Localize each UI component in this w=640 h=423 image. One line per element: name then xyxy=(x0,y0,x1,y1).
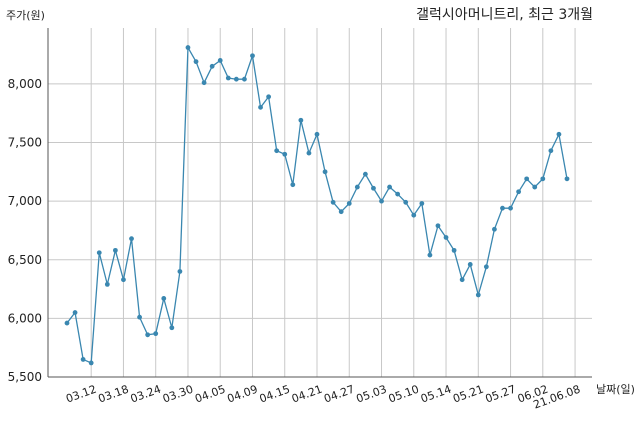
data-point xyxy=(467,262,473,267)
data-point xyxy=(548,148,554,154)
x-tick-label: 03.30 xyxy=(161,383,195,406)
data-point xyxy=(153,331,159,337)
y-tick-label: 6,500 xyxy=(8,253,42,267)
data-point xyxy=(540,176,546,182)
data-point xyxy=(500,205,505,211)
data-point xyxy=(483,264,489,270)
data-point xyxy=(435,223,441,229)
x-tick-label: 05.27 xyxy=(484,383,518,406)
data-point xyxy=(322,169,328,175)
y-tick-label: 6,000 xyxy=(8,311,42,325)
data-point xyxy=(419,201,425,206)
data-point xyxy=(362,171,368,177)
tick-labels: 5,500 6,000 6,500 7,000 7,500 8,000 03.1203.18… xyxy=(8,77,582,412)
data-point xyxy=(282,151,288,157)
data-point xyxy=(556,131,562,137)
data-point xyxy=(524,176,530,182)
data-point xyxy=(161,296,167,301)
data-point xyxy=(427,252,433,258)
y-axis-label: 주가(원) xyxy=(6,9,45,22)
x-tick-label: 05.03 xyxy=(354,383,388,406)
x-axis-label: 날짜(일) xyxy=(596,382,635,396)
data-point xyxy=(475,292,481,298)
data-point xyxy=(72,310,78,315)
chart-title: 갤럭시아머니트리, 최근 3개월 xyxy=(416,7,593,23)
x-tick-label: 04.09 xyxy=(225,383,259,406)
axes xyxy=(47,28,592,378)
data-point xyxy=(104,281,110,287)
x-tick-label: 03.12 xyxy=(64,383,98,406)
x-tick-label: 03.24 xyxy=(129,383,163,406)
x-tick-label: 03.18 xyxy=(96,383,130,406)
data-point xyxy=(387,184,392,190)
data-point xyxy=(250,53,255,59)
x-tick-label: 04.21 xyxy=(290,383,324,406)
data-point xyxy=(274,148,280,154)
data-point xyxy=(379,198,384,204)
data-point xyxy=(403,199,409,205)
data-point xyxy=(298,117,304,123)
x-tick-label: 04.15 xyxy=(258,383,292,406)
data-point xyxy=(443,235,449,240)
series-layer xyxy=(64,45,570,366)
data-point xyxy=(508,205,513,211)
data-point xyxy=(451,247,457,253)
data-point xyxy=(129,236,134,242)
x-tick-label: 04.27 xyxy=(322,383,356,406)
data-point xyxy=(193,59,199,65)
data-point xyxy=(411,212,417,218)
data-point xyxy=(492,226,497,232)
y-tick-label: 7,500 xyxy=(8,136,42,150)
data-point xyxy=(242,76,247,82)
y-tick-label: 5,500 xyxy=(8,370,42,384)
data-point xyxy=(225,75,231,81)
data-point xyxy=(306,150,312,156)
data-point xyxy=(395,191,401,197)
data-point xyxy=(88,360,94,366)
data-point xyxy=(354,184,360,190)
data-point xyxy=(145,332,151,338)
data-point xyxy=(290,182,296,188)
data-point xyxy=(64,320,70,326)
data-point xyxy=(80,357,86,362)
y-tick-label: 8,000 xyxy=(8,77,42,91)
data-point xyxy=(516,189,522,195)
data-point xyxy=(169,325,175,331)
data-point xyxy=(266,94,272,100)
x-tick-label: 04.05 xyxy=(193,383,227,406)
data-point xyxy=(137,314,142,320)
x-tick-label: 05.14 xyxy=(419,383,453,406)
data-point xyxy=(112,247,118,253)
data-point xyxy=(96,250,102,256)
data-point xyxy=(201,80,207,86)
x-tick-label: 05.21 xyxy=(451,383,485,406)
data-point xyxy=(564,176,570,182)
grid xyxy=(48,28,592,378)
y-tick-label: 7,000 xyxy=(8,194,42,208)
data-point xyxy=(346,201,352,206)
data-point xyxy=(330,199,336,205)
data-point xyxy=(532,184,538,190)
data-point xyxy=(233,76,239,82)
data-point xyxy=(121,277,126,283)
data-point xyxy=(177,269,183,274)
data-point xyxy=(258,104,263,110)
data-point xyxy=(217,58,223,63)
data-point xyxy=(209,63,215,69)
data-point xyxy=(338,209,344,215)
data-point xyxy=(185,45,191,50)
data-point xyxy=(371,185,376,191)
x-tick-label: 05.10 xyxy=(387,383,421,406)
data-point xyxy=(459,277,465,283)
data-point xyxy=(314,131,320,137)
